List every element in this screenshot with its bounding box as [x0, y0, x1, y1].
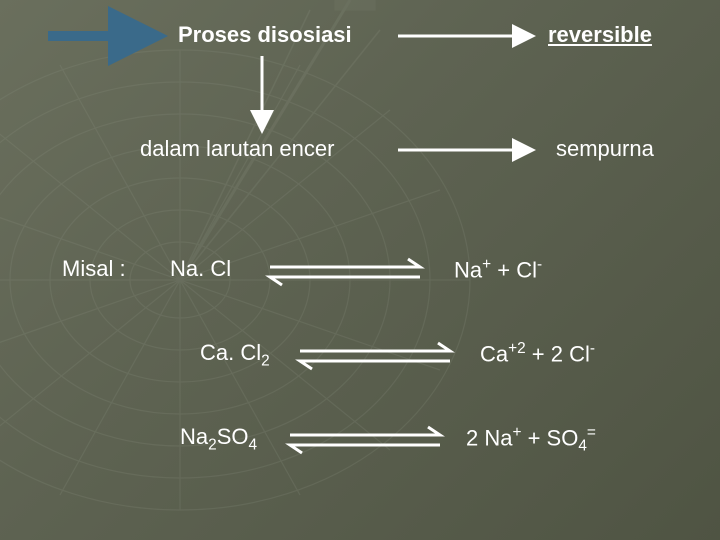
- slide: Proses disosiasi reversible dalam laruta…: [0, 0, 720, 540]
- equilibrium-arrow: [0, 0, 720, 540]
